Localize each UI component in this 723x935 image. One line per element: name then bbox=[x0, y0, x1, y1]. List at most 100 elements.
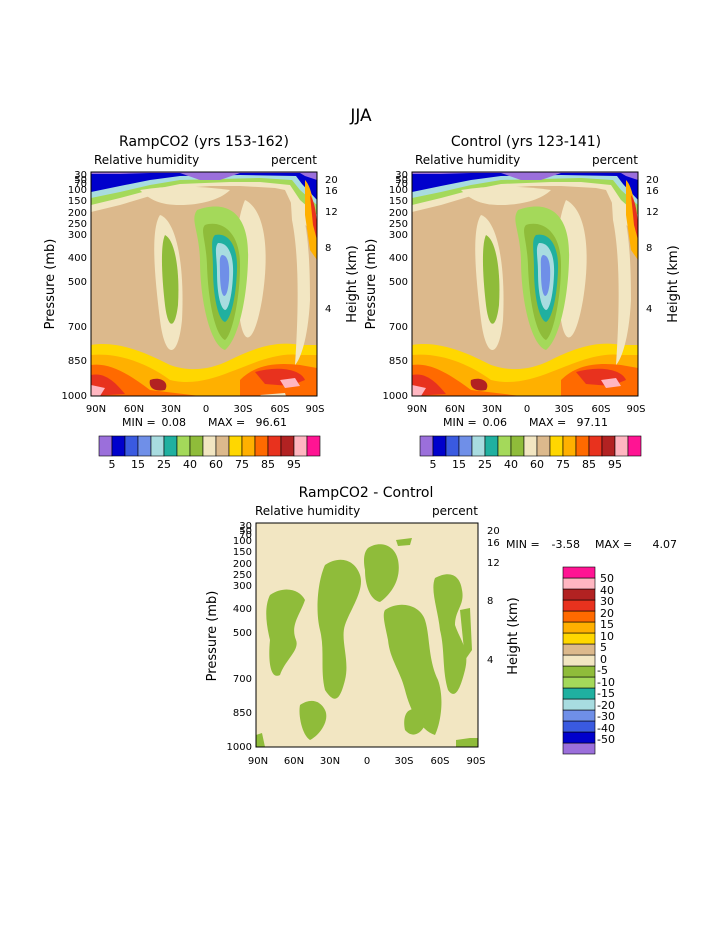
colorbar-label: 50 bbox=[600, 572, 614, 585]
stats-max: 97.11 bbox=[577, 416, 609, 429]
x-tick: 30N bbox=[482, 404, 502, 415]
colorbar-labels: 50 40 30 20 15 10 5 0 -5 -10 -15 -20 -30… bbox=[597, 572, 615, 746]
colorbar-swatch bbox=[562, 610, 596, 623]
colorbar-swatch bbox=[497, 435, 512, 457]
colorbar-label: -40 bbox=[597, 722, 615, 735]
panel-rampco2: RampCO2 (yrs 153-162) Relative humidity … bbox=[43, 134, 360, 471]
colorbar-swatch bbox=[627, 435, 642, 457]
y-tick: 1000 bbox=[383, 391, 408, 402]
y-ticks: 30 50 70 100 150 200 250 300 400 500 700… bbox=[383, 170, 408, 402]
colorbar-swatch bbox=[562, 566, 596, 579]
y-tick: 100 bbox=[68, 185, 87, 196]
colorbar-swatch bbox=[98, 435, 113, 457]
colorbar-label: 5 bbox=[600, 641, 607, 654]
colorbar-label: -20 bbox=[597, 699, 615, 712]
colorbar-swatch bbox=[588, 435, 603, 457]
colorbar-label: -5 bbox=[597, 664, 608, 677]
ylabel-right: Height (km) bbox=[506, 597, 521, 674]
y-right-tick: 16 bbox=[487, 538, 500, 549]
y-tick: 150 bbox=[233, 547, 252, 558]
x-tick: 60S bbox=[591, 404, 610, 415]
x-tick: 60S bbox=[430, 756, 449, 767]
stats-max-label: MAX = bbox=[529, 416, 566, 429]
colorbar-swatch bbox=[562, 435, 577, 457]
stats-min: 0.08 bbox=[162, 416, 187, 429]
y-right-tick: 8 bbox=[646, 243, 652, 254]
y-tick: 70 bbox=[395, 179, 408, 190]
y-right-tick: 16 bbox=[325, 186, 338, 197]
colorbar-label: 85 bbox=[582, 458, 596, 471]
colorbar-swatch bbox=[562, 621, 596, 634]
colorbar-swatch bbox=[445, 435, 460, 457]
colorbar-swatch bbox=[254, 435, 269, 457]
y-tick: 700 bbox=[233, 674, 252, 685]
contour-field bbox=[91, 172, 317, 396]
colorbar-label: 75 bbox=[235, 458, 249, 471]
colorbar-swatch bbox=[432, 435, 447, 457]
colorbar-swatch bbox=[562, 687, 596, 700]
y-tick: 150 bbox=[68, 196, 87, 207]
y-right-tick: 8 bbox=[325, 243, 331, 254]
x-tick: 30N bbox=[161, 404, 181, 415]
y-right-tick: 20 bbox=[325, 175, 338, 186]
colorbar-swatch bbox=[293, 435, 308, 457]
y-right-tick: 20 bbox=[487, 526, 500, 537]
colorbar-swatch bbox=[562, 643, 596, 656]
colorbar-swatch bbox=[549, 435, 564, 457]
colorbar-label: 15 bbox=[131, 458, 145, 471]
colorbar-swatch bbox=[137, 435, 152, 457]
x-tick: 0 bbox=[364, 756, 370, 767]
colorbar-label: 30 bbox=[600, 595, 614, 608]
x-tick: 90S bbox=[626, 404, 645, 415]
y-tick: 200 bbox=[389, 208, 408, 219]
ylabel-right: Height (km) bbox=[666, 245, 681, 322]
ylabel-right: Height (km) bbox=[345, 245, 360, 322]
colorbar-swatch bbox=[471, 435, 486, 457]
y-right-ticks: 20 16 12 8 4 bbox=[487, 526, 500, 666]
stats-min: 0.06 bbox=[483, 416, 508, 429]
y-tick: 30 bbox=[74, 170, 87, 181]
y-right-tick: 12 bbox=[646, 207, 659, 218]
page-title: JJA bbox=[349, 106, 372, 126]
panel-difference: RampCO2 - Control Relative humidity perc… bbox=[205, 485, 677, 767]
stats-min-label: MIN = bbox=[122, 416, 156, 429]
y-tick: 50 bbox=[239, 526, 252, 537]
stats-min-label: MIN = bbox=[443, 416, 477, 429]
y-tick: 250 bbox=[389, 219, 408, 230]
colorbar-swatch bbox=[458, 435, 473, 457]
colorbar-label: 10 bbox=[600, 630, 614, 643]
colorbar-swatch bbox=[562, 676, 596, 689]
colorbar-swatch bbox=[523, 435, 538, 457]
colorbar-swatch bbox=[562, 577, 596, 590]
y-tick: 200 bbox=[233, 559, 252, 570]
colorbar-swatch bbox=[562, 588, 596, 601]
y-tick: 30 bbox=[239, 521, 252, 532]
colorbar-label: -50 bbox=[597, 733, 615, 746]
y-right-ticks: 20 16 12 8 4 bbox=[325, 175, 338, 315]
colorbar-label: 85 bbox=[261, 458, 275, 471]
colorbar-label: 25 bbox=[478, 458, 492, 471]
x-tick: 60N bbox=[124, 404, 144, 415]
contour-field bbox=[256, 523, 478, 747]
panel-right-label: percent bbox=[271, 153, 317, 167]
y-ticks: 30 50 70 100 150 200 250 300 400 500 700… bbox=[62, 170, 87, 402]
colorbar-swatch bbox=[202, 435, 217, 457]
y-tick: 700 bbox=[68, 322, 87, 333]
colorbar-swatch bbox=[601, 435, 616, 457]
y-tick: 500 bbox=[233, 628, 252, 639]
colorbar bbox=[562, 566, 596, 755]
y-tick: 400 bbox=[233, 604, 252, 615]
colorbar-label: 95 bbox=[287, 458, 301, 471]
colorbar bbox=[419, 435, 642, 457]
colorbar-label: 40 bbox=[600, 584, 614, 597]
panel-right-label: percent bbox=[592, 153, 638, 167]
y-tick: 50 bbox=[74, 175, 87, 186]
ylabel: Pressure (mb) bbox=[43, 239, 58, 330]
x-tick: 90S bbox=[305, 404, 324, 415]
stats-min-label: MIN = bbox=[506, 538, 540, 551]
y-tick: 850 bbox=[233, 708, 252, 719]
colorbar-swatch bbox=[176, 435, 191, 457]
x-tick: 30S bbox=[233, 404, 252, 415]
x-tick: 30S bbox=[554, 404, 573, 415]
